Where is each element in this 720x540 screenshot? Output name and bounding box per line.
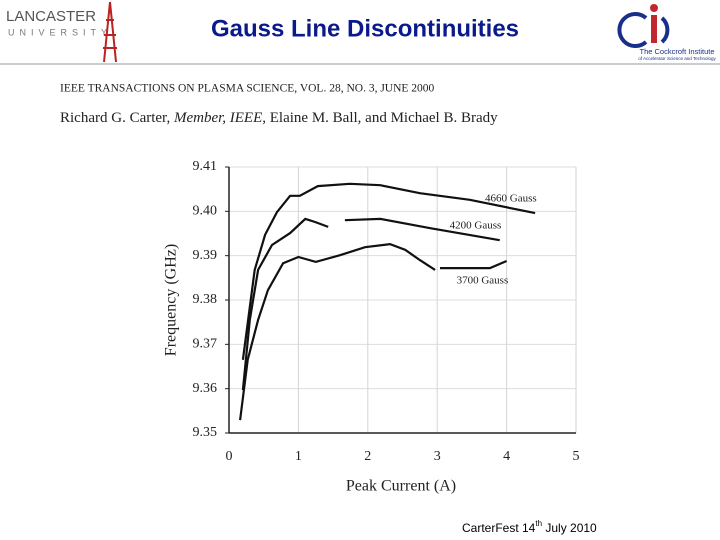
authors: Richard G. Carter, Member, IEEE, Elaine … (60, 110, 498, 126)
logo-text: The Cockcroft Institute (639, 47, 714, 56)
x-tick-label: 1 (295, 449, 302, 464)
logo-text: of Accelerator Science and Technology (638, 56, 716, 61)
y-tick-label: 9.41 (193, 159, 218, 174)
journal-line: IEEE TRANSACTIONS ON PLASMA SCIENCE, VOL… (60, 83, 435, 95)
x-tick-label: 0 (226, 449, 233, 464)
x-tick-label: 4 (503, 449, 510, 464)
series-label: 4660 Gauss (485, 193, 537, 205)
author-text: Richard G. Carter, (60, 110, 174, 126)
x-tick-label: 2 (364, 449, 371, 464)
author-text: , Elaine M. Ball, and Michael B. Brady (262, 110, 498, 126)
logo-mark (103, 1, 117, 63)
x-axis-label: Peak Current (A) (346, 478, 456, 495)
logo-mark (651, 15, 657, 43)
slide-title: Gauss Line Discontinuities (211, 15, 519, 42)
y-tick-label: 9.38 (193, 292, 218, 307)
series-line (239, 242, 508, 421)
series-label: 3700 Gauss (457, 275, 509, 287)
series-label: 4200 Gauss (450, 220, 502, 232)
y-tick-label: 9.36 (193, 381, 218, 396)
footer-text: July 2010 (542, 521, 597, 535)
y-axis-label: Frequency (GHz) (163, 244, 180, 356)
author-text: Member, IEEE (173, 110, 262, 126)
x-tick-label: 3 (434, 449, 441, 464)
x-tick-label: 5 (573, 449, 580, 464)
plot: 9.35 9.36 9.37 9.38 9.39 9.40 9.41 0 1 2 3 4 5 4660 G… (193, 159, 580, 464)
y-tick-label: 9.39 (193, 248, 218, 263)
y-tick-label: 9.35 (193, 425, 218, 440)
logo-mark (617, 12, 648, 48)
logo-mark (660, 16, 670, 44)
cockcroft-logo: The Cockcroft Institute of Accelerator S… (617, 4, 716, 61)
footer: CarterFest 14th July 2010 (462, 519, 597, 535)
y-tick-label: 9.40 (193, 204, 218, 219)
footer-text: th (535, 519, 542, 528)
logo-mark (650, 4, 658, 12)
series-line (241, 182, 536, 360)
logo-text: LANCASTER (6, 8, 96, 25)
logo-text: UNIVERSITY (8, 27, 112, 37)
series-line (241, 217, 500, 391)
footer-text: CarterFest 14 (462, 521, 536, 535)
y-tick-label: 9.37 (193, 337, 218, 352)
lancaster-logo: LANCASTER UNIVERSITY (6, 1, 117, 63)
